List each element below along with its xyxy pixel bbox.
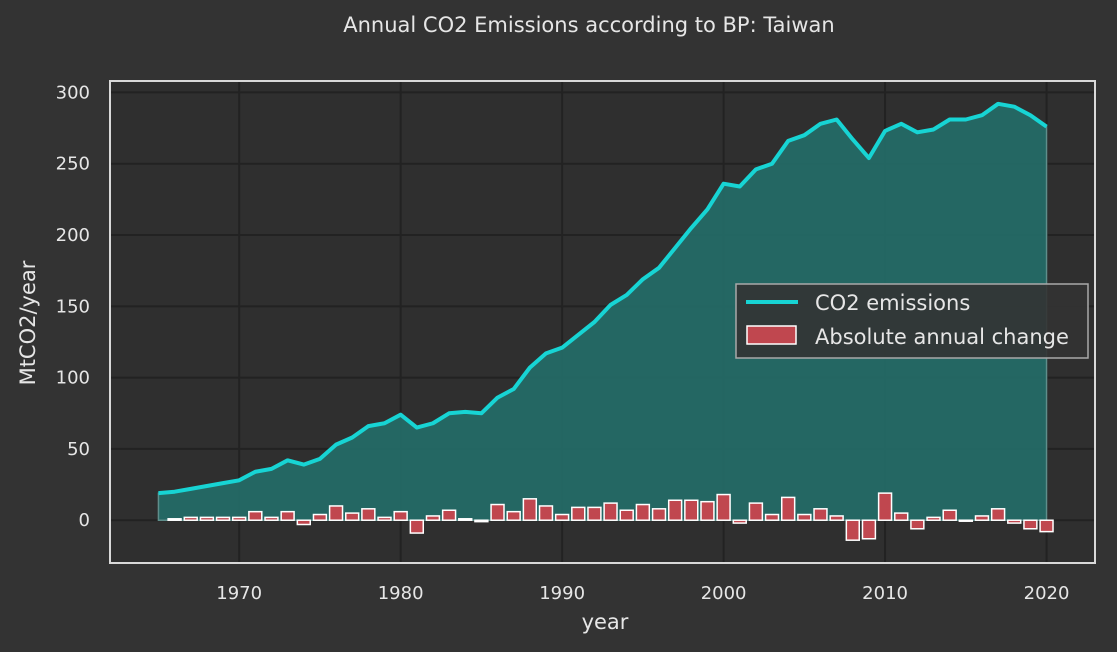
change-bar [345,512,360,521]
y-tick-label: 250 [56,154,90,175]
legend-label-co2: CO2 emissions [815,291,970,315]
change-bar [958,519,974,522]
change-bar [1023,519,1038,530]
change-bar [522,498,538,521]
change-bar [199,516,215,521]
chart-title: Annual CO2 Emissions according to BP: Ta… [343,13,835,37]
change-bar [974,515,990,521]
change-bar [409,519,425,534]
change-bar [619,509,634,521]
y-tick-label: 100 [56,368,90,389]
change-bar [732,519,747,524]
y-tick-label: 0 [79,510,90,531]
change-bar [248,510,263,521]
change-bar [474,519,489,523]
change-bar [813,508,828,521]
line-layer [158,101,1048,496]
change-bar [797,513,812,521]
legend-label-change: Absolute annual change [815,325,1069,349]
change-bar [377,516,392,521]
change-bar [651,508,667,521]
change-bar [183,516,198,521]
change-bar [635,503,651,521]
legend-bar-swatch [746,325,797,345]
change-bar [280,510,295,521]
change-bar [716,493,731,521]
change-bar [587,506,602,521]
change-bar [700,500,715,521]
change-bar [328,505,344,521]
change-bar [877,492,893,521]
change-bar [312,513,328,521]
change-bar [990,508,1006,521]
change-bar [361,508,376,521]
legend-box [735,283,1089,359]
change-bar [1039,519,1054,533]
change-bar [764,513,780,521]
legend: CO2 emissions Absolute annual change [735,283,1089,359]
change-bar [845,519,860,541]
change-bar [748,502,764,521]
bars-layer [167,492,1054,541]
change-bar [490,503,505,521]
change-bar [458,518,473,521]
x-axis-label: year [582,610,629,634]
change-bar [441,509,457,521]
change-bar [215,516,231,521]
x-tick-label: 2000 [701,583,747,604]
change-bar [264,516,279,521]
x-tick-label: 2020 [1024,583,1070,604]
change-bar [910,519,925,530]
plot-frame [109,80,1096,564]
change-bar [942,509,957,521]
change-bar [231,516,247,521]
change-bar [1007,519,1022,524]
x-axis-ticks: 1970 1980 1990 2000 2010 2020 [216,583,1069,604]
change-bar [296,519,311,526]
x-tick-label: 1990 [539,583,585,604]
change-bar [667,499,683,521]
y-axis-ticks: 0 50 100 150 200 250 300 [56,82,90,531]
y-tick-label: 50 [67,439,90,460]
change-bar [393,510,408,521]
change-bar [571,506,586,521]
x-tick-label: 1980 [378,583,424,604]
y-tick-label: 150 [56,296,90,317]
y-tick-label: 200 [56,225,90,246]
emissions-line [158,101,1048,496]
change-bar [894,512,909,521]
change-bar [554,513,570,521]
change-bar [167,518,182,521]
change-bar [603,502,618,521]
change-bar [926,516,941,521]
change-bar [780,496,796,521]
change-bar [538,505,554,521]
y-tick-label: 300 [56,82,90,103]
y-axis-label: MtCO2/year [16,260,40,385]
x-tick-label: 1970 [216,583,262,604]
x-tick-label: 2010 [862,583,908,604]
change-bar [684,499,699,521]
change-bar [861,519,877,540]
change-bar [829,515,844,521]
change-bar [425,515,441,521]
change-bar [506,510,521,521]
